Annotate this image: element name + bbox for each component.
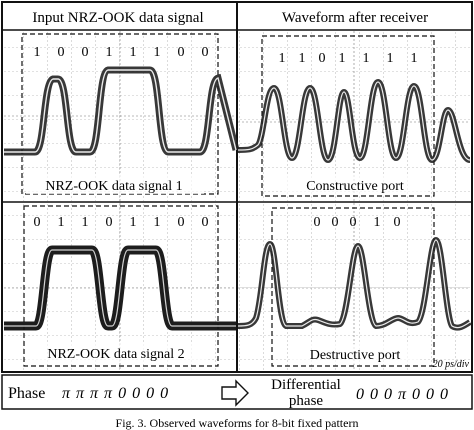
bit-label: 1 bbox=[411, 51, 418, 66]
arrow-icon bbox=[221, 379, 249, 407]
panel-bottom-right: 0 0 0 1 0 Destructive port 20 ps/div bbox=[237, 203, 472, 371]
phase-values: π π π π 0 0 0 0 bbox=[62, 385, 169, 402]
bit-label: 0 bbox=[202, 215, 209, 230]
differential-values: 0 0 0 π 0 0 0 bbox=[356, 386, 449, 403]
bit-label: 0 bbox=[178, 45, 185, 60]
bit-label: 0 bbox=[350, 215, 357, 230]
bit-label: 1 bbox=[387, 51, 394, 66]
bit-label: 0 bbox=[394, 215, 401, 230]
panel-label-constructive-port: Constructive port bbox=[306, 179, 404, 194]
bit-label: 0 bbox=[314, 215, 321, 230]
bit-label: 1 bbox=[58, 215, 65, 230]
panel-bottom-left: 0 1 1 0 1 1 0 0 NRZ-OOK data signal 2 bbox=[4, 203, 236, 371]
panel-label-data-signal-1: NRZ-OOK data signal 1 bbox=[45, 179, 182, 194]
bit-label: 1 bbox=[106, 45, 113, 60]
phase-row-frame bbox=[1, 374, 473, 410]
bit-label: 0 bbox=[202, 45, 209, 60]
bit-label: 1 bbox=[34, 45, 41, 60]
bit-label: 0 bbox=[34, 215, 41, 230]
bit-label: 1 bbox=[363, 51, 370, 66]
bit-label: 1 bbox=[299, 51, 306, 66]
bit-label: 1 bbox=[339, 51, 346, 66]
time-scale: 20 ps/div bbox=[433, 359, 470, 370]
differential-label-line2: phase bbox=[289, 393, 323, 409]
header-right: Waveform after receiver bbox=[282, 10, 428, 26]
bit-label: 1 bbox=[82, 215, 89, 230]
bit-label: 0 bbox=[178, 215, 185, 230]
panel-top-left: 1 0 0 1 1 1 0 0 NRZ-OOK data signal 1 bbox=[4, 31, 240, 201]
bit-label: 0 bbox=[58, 45, 65, 60]
bit-label: 0 bbox=[106, 215, 113, 230]
bit-label: 1 bbox=[279, 51, 286, 66]
waveform-data-signal-2 bbox=[4, 245, 236, 331]
waveform-data-signal-1 bbox=[4, 66, 240, 156]
differential-label-line1: Differential bbox=[271, 377, 341, 393]
waveform-constructive-port bbox=[237, 78, 472, 164]
bit-label: 1 bbox=[154, 215, 161, 230]
bit-label: 1 bbox=[154, 45, 161, 60]
panel-label-data-signal-2: NRZ-OOK data signal 2 bbox=[47, 347, 184, 362]
bit-label: 0 bbox=[332, 215, 339, 230]
waveform-destructive-port bbox=[237, 236, 472, 331]
panel-top-right: 1 1 0 1 1 1 1 Constructive port bbox=[237, 31, 472, 201]
figure-caption: Fig. 3. Observed waveforms for 8-bit fix… bbox=[116, 416, 359, 430]
header-left: Input NRZ-OOK data signal bbox=[32, 10, 203, 26]
bit-label: 0 bbox=[319, 51, 326, 66]
bit-label: 1 bbox=[130, 215, 137, 230]
bit-label: 1 bbox=[374, 215, 381, 230]
panel-label-destructive-port: Destructive port bbox=[310, 348, 401, 363]
phase-label: Phase bbox=[8, 385, 45, 402]
bit-label: 0 bbox=[82, 45, 89, 60]
bit-label: 1 bbox=[130, 45, 137, 60]
